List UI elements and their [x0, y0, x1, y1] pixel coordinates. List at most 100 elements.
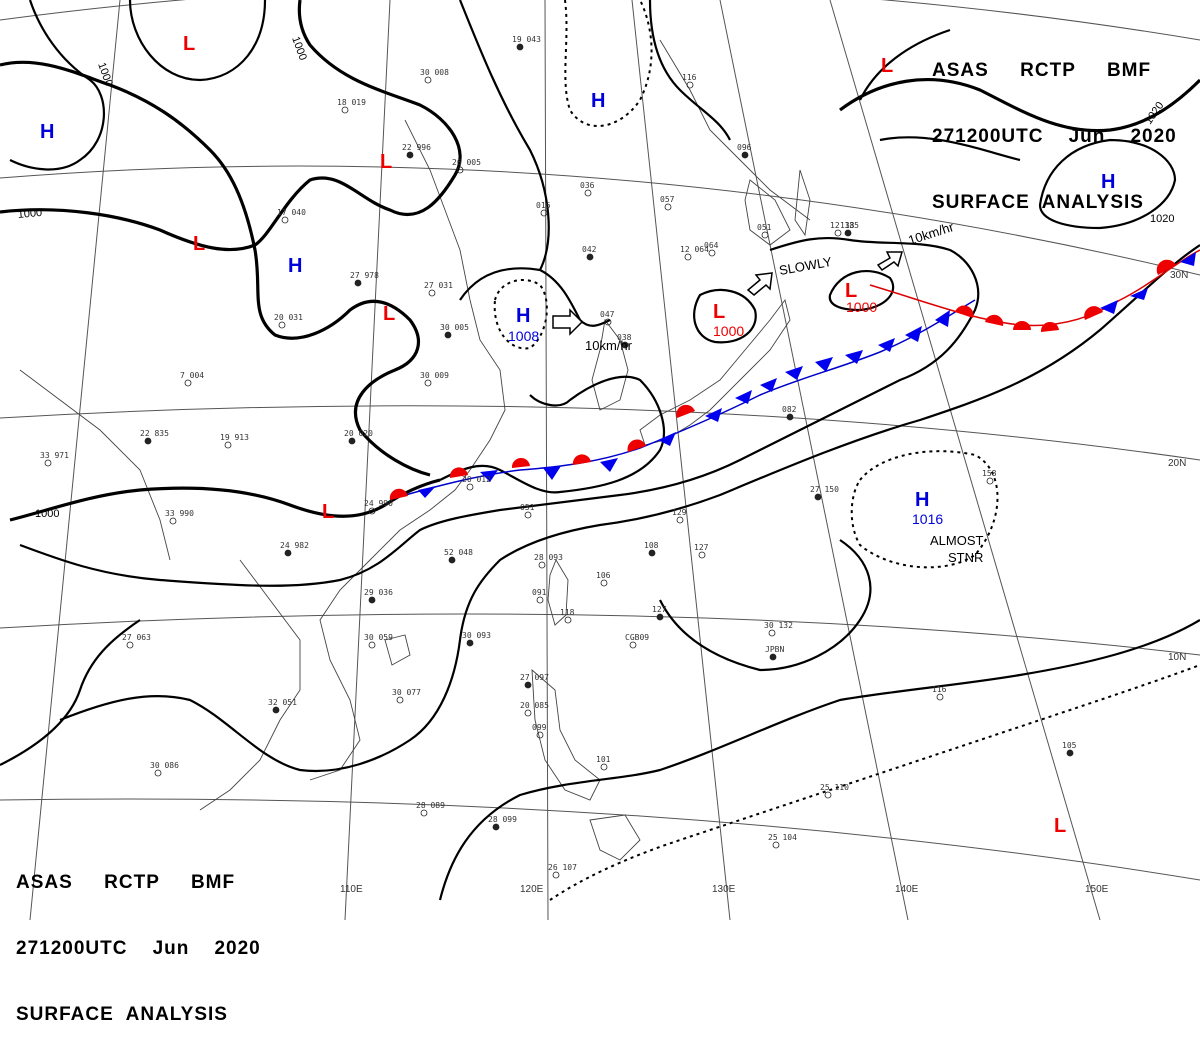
isobar-1012-c	[659, 539, 872, 672]
lat-line-40n	[0, 0, 1200, 41]
station-marker	[664, 203, 672, 211]
station-value: 30 077	[392, 688, 421, 697]
low-center: L	[322, 501, 334, 523]
station-value: 20 012	[462, 475, 491, 484]
isobar-1016-ne	[859, 28, 1021, 162]
station-value: 28 093	[534, 553, 563, 562]
lon-label: 130E	[712, 884, 736, 895]
dotted-trough-south	[549, 664, 1200, 901]
india-east	[19, 369, 171, 561]
lon-line-150e	[829, 0, 1101, 920]
lon-line-120e	[544, 0, 549, 920]
station-marker	[741, 151, 749, 159]
station-marker	[368, 641, 376, 649]
low-center: L	[183, 33, 195, 55]
station-marker	[368, 596, 376, 604]
station-marker	[354, 279, 362, 287]
low-center: L	[193, 233, 205, 255]
low-center: L	[881, 55, 893, 77]
lon-line-110e	[344, 0, 391, 920]
station-value: 138	[840, 221, 855, 230]
high-center: H	[40, 121, 54, 143]
high-center: H	[1101, 171, 1115, 193]
station-marker	[538, 561, 546, 569]
station-marker	[144, 437, 152, 445]
isobar-1020-ne-inner	[1038, 138, 1177, 230]
station-value: 33 990	[165, 509, 194, 518]
korea-coast	[591, 318, 629, 411]
station-value: 20 031	[274, 313, 303, 322]
station-value: 33 971	[40, 451, 69, 460]
russia-coast	[659, 39, 811, 221]
lat-label: 10N	[1168, 652, 1186, 663]
station-marker	[986, 477, 994, 485]
station-value: 30 086	[150, 761, 179, 770]
station-marker	[552, 871, 560, 879]
station-value: 27 150	[810, 485, 839, 494]
station-value: 106	[596, 571, 611, 580]
graticule	[0, 0, 1200, 920]
station-marker	[424, 379, 432, 387]
station-marker	[824, 791, 832, 799]
station-value: 064	[704, 241, 719, 250]
isobar-1000-japan	[693, 288, 757, 344]
isobar-1000-west-2	[0, 60, 431, 477]
movement-label: ALMOST	[930, 533, 984, 548]
station-marker	[420, 809, 428, 817]
station-value: 116	[932, 685, 947, 694]
station-value: 051	[757, 223, 772, 232]
station-marker	[600, 763, 608, 771]
stationary-front	[389, 249, 1200, 500]
station-value: 158	[982, 469, 997, 478]
isobar-1012-north	[458, 0, 731, 271]
station-marker	[524, 709, 532, 717]
low-pressure-value: 1000	[846, 299, 877, 315]
high-center: H	[288, 255, 302, 277]
isobar-label: 1000	[35, 508, 59, 520]
station-marker	[604, 318, 612, 326]
station-value: 19 043	[512, 35, 541, 44]
station-value: 28 089	[416, 801, 445, 810]
station-marker	[844, 229, 852, 237]
station-marker	[814, 493, 822, 501]
station-marker	[424, 76, 432, 84]
movement-label: 10km/hr	[585, 338, 633, 353]
station-value: 20 085	[520, 701, 549, 710]
station-value: 52 048	[444, 548, 473, 557]
station-value: 057	[660, 195, 675, 204]
station-value: 17 040	[277, 208, 306, 217]
station-value: 25 104	[768, 833, 797, 842]
arrow-low-pacific	[876, 251, 903, 272]
coordinate-labels: 110E 120E 130E 140E 150E 30N 20N 10N	[340, 270, 1188, 895]
arrow-high-1008	[552, 308, 584, 336]
station-marker	[936, 693, 944, 701]
station-marker	[492, 823, 500, 831]
lon-label: 140E	[895, 884, 919, 895]
header-top: ASAS RCTP BMF 271200UTC Jun 2020 SURFACE…	[932, 16, 1177, 236]
station-value: 7 004	[180, 371, 204, 380]
station-value: 047	[600, 310, 615, 319]
station-marker	[428, 289, 436, 297]
station-marker	[396, 696, 404, 704]
high-pressure-value: 1008	[508, 328, 539, 344]
header-bottom: ASAS RCTP BMF 271200UTC Jun 2020 SURFACE…	[16, 828, 261, 1048]
station-marker	[772, 841, 780, 849]
lon-label: 120E	[520, 884, 544, 895]
station-marker	[761, 231, 769, 239]
lat-label: 20N	[1168, 458, 1186, 469]
isobar-1012-a	[0, 619, 141, 766]
station-marker	[448, 556, 456, 564]
station-value: 12 064	[680, 245, 709, 254]
warm-front-marks	[389, 259, 1176, 500]
station-value: CGB09	[625, 633, 649, 642]
station-value: 101	[596, 755, 611, 764]
isobar-label: 1020	[1150, 213, 1174, 225]
station-marker	[341, 106, 349, 114]
station-marker	[126, 641, 134, 649]
station-marker	[44, 459, 52, 467]
header-bottom-line1: ASAS RCTP BMF	[16, 872, 236, 893]
station-value: 108	[644, 541, 659, 550]
station-marker	[406, 151, 414, 159]
isobar-1012-b	[438, 619, 1200, 901]
station-value: 099	[532, 723, 547, 732]
